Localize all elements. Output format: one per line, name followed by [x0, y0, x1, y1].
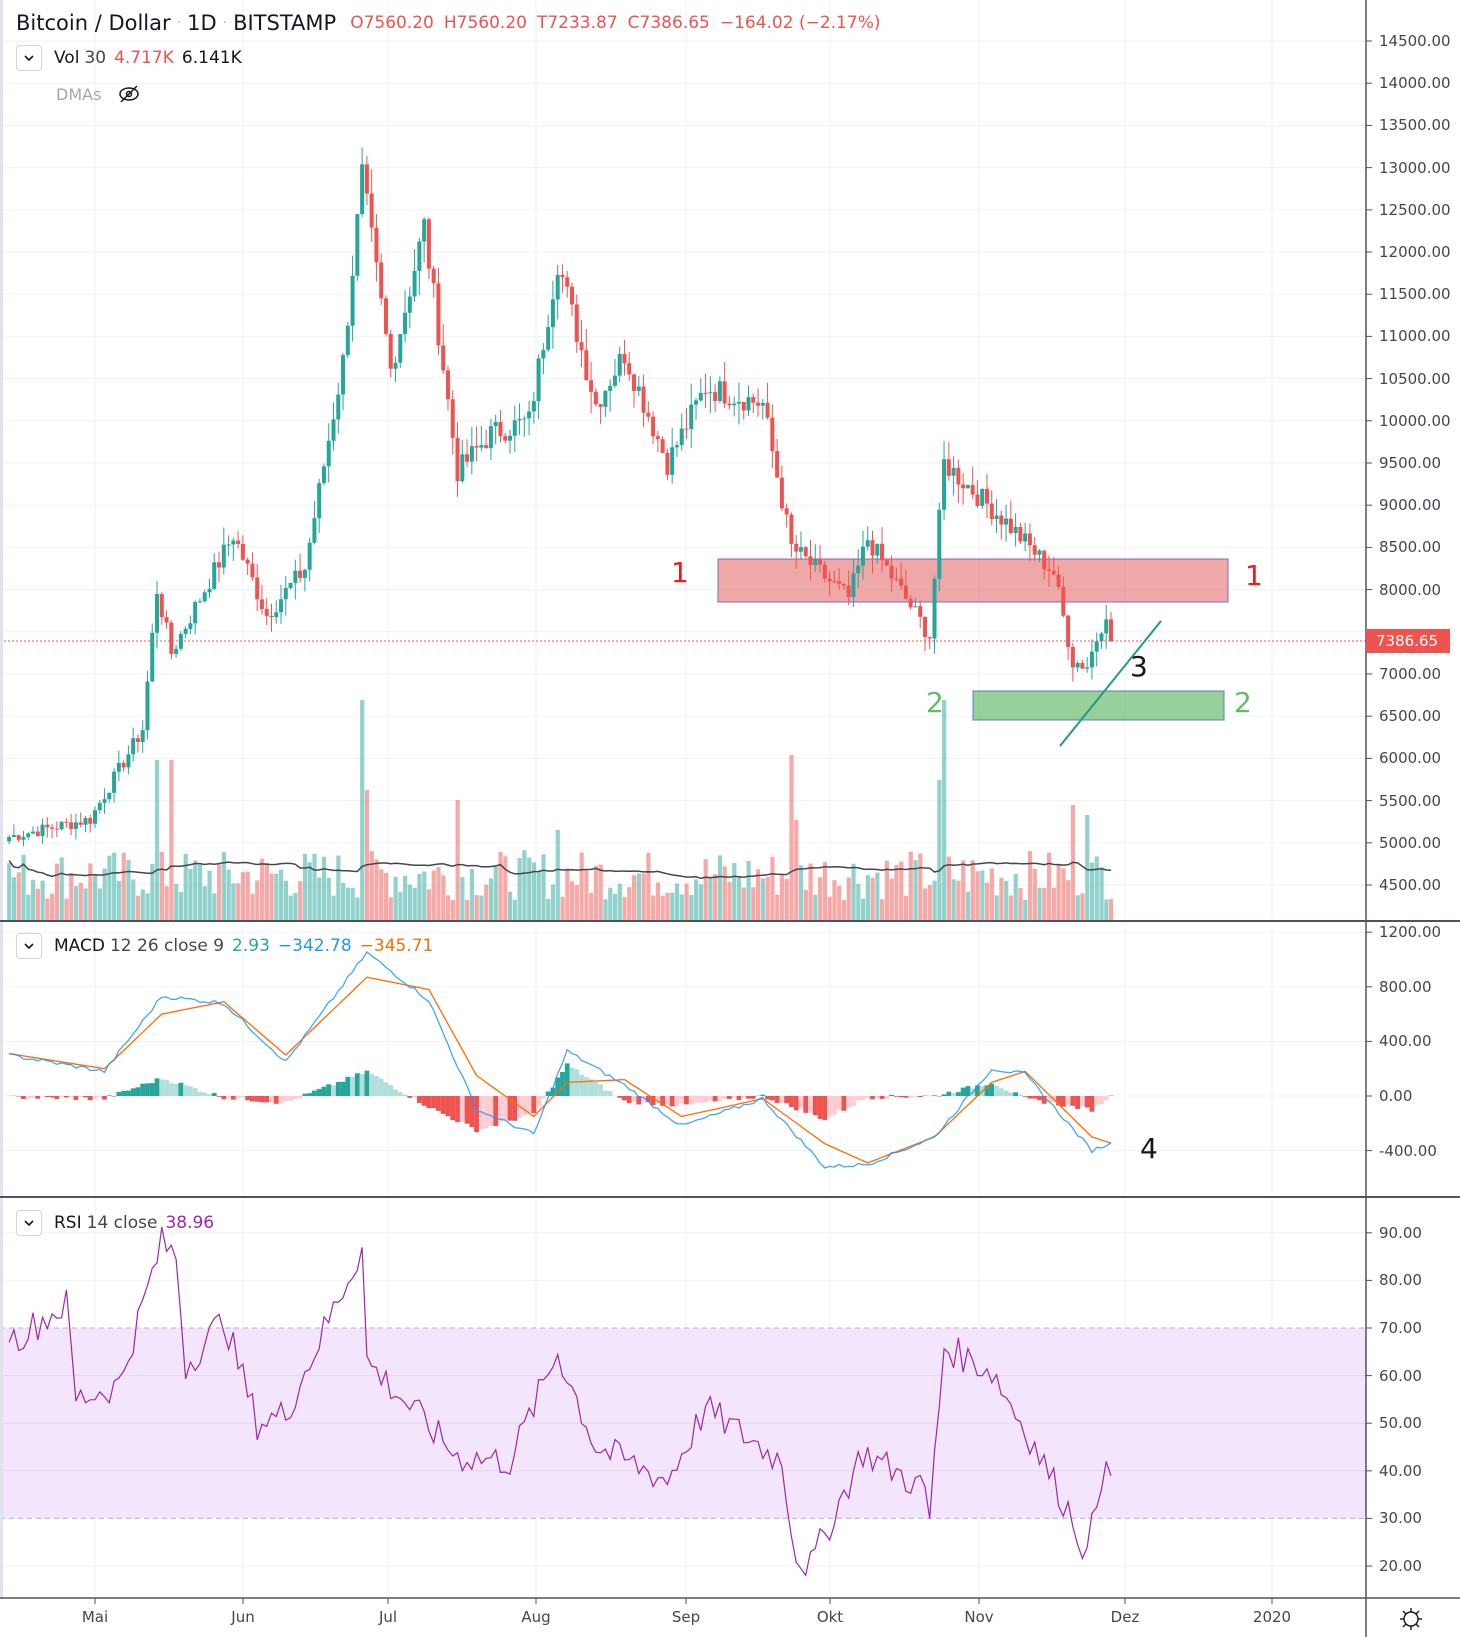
axis-tick-label: 30.00 [1379, 1509, 1422, 1528]
axis-tick-label: 50.00 [1379, 1414, 1422, 1433]
macd-signal-value: −345.71 [359, 936, 434, 956]
axis-tick-label: 5000.00 [1379, 833, 1442, 852]
dot-separator: · [222, 15, 228, 31]
axis-tick-label: 8500.00 [1379, 538, 1442, 557]
time-tick-label: Mai [81, 1608, 109, 1626]
axis-tick-label: 14000.00 [1379, 74, 1451, 93]
rsi-params: 14 close [86, 1213, 158, 1233]
zones-layer [717, 558, 1229, 721]
symbol-name[interactable]: Bitcoin / Dollar [16, 11, 171, 35]
ohlc-change: −164.02 (−2.17%) [719, 13, 881, 33]
time-tick-label: 2020 [1252, 1608, 1292, 1626]
time-tick-label: Nov [964, 1608, 994, 1626]
collapse-macd-button[interactable] [16, 933, 42, 959]
support-zone [972, 690, 1225, 721]
interval: 1D [187, 11, 217, 35]
macd-params: 12 26 close 9 [109, 936, 225, 956]
axis-tick-label: 60.00 [1379, 1366, 1422, 1385]
macd-histogram-value: 2.93 [232, 936, 270, 956]
axis-tick-label: 80.00 [1379, 1271, 1422, 1290]
support-label-right[interactable]: 2 [1234, 686, 1252, 719]
time-tick-label: Dez [1110, 1608, 1140, 1626]
rsi-label: RSI [54, 1213, 82, 1233]
axis-tick-label: 40.00 [1379, 1461, 1422, 1480]
dmas-legend: DMAs [56, 84, 141, 104]
axis-tick-label: 9500.00 [1379, 454, 1442, 472]
ohlc-close: C7386.65 [627, 13, 710, 33]
axis-tick-label: 11500.00 [1379, 285, 1451, 304]
eye-hidden-icon[interactable] [117, 84, 141, 104]
candlesticks [7, 147, 1114, 847]
volume-legend: Vol 30 4.717K 6.141K [16, 45, 242, 71]
time-tick-label: Jun [231, 1608, 255, 1626]
ohlc-high: H7560.20 [443, 13, 527, 33]
time-tick-label: Sep [671, 1608, 701, 1626]
chevron-down-icon [24, 1220, 34, 1227]
axis-tick-label: 7000.00 [1379, 665, 1442, 683]
axis-tick-label: 14500.00 [1379, 32, 1451, 50]
axis-tick-label: 12000.00 [1379, 243, 1451, 261]
axis-tick-label: 13000.00 [1379, 158, 1451, 177]
axis-tick-label: 13500.00 [1379, 116, 1451, 135]
axis-tick-label: 5500.00 [1379, 791, 1442, 810]
rsi-legend: RSI 14 close 38.96 [16, 1210, 214, 1236]
axis-tick-label: 20.00 [1379, 1557, 1422, 1575]
time-tick-label: Aug [521, 1608, 551, 1626]
axis-tick-label: 400.00 [1379, 1032, 1432, 1051]
volume-bars [7, 700, 1114, 920]
chevron-down-icon [24, 55, 34, 62]
drawings-layer[interactable] [0, 620, 1366, 747]
volume-param: 30 [84, 48, 107, 68]
collapse-volume-button[interactable] [16, 45, 42, 71]
time-tick-label: Okt [816, 1608, 844, 1626]
axis-tick-label: 11000.00 [1379, 327, 1451, 346]
axis-tick-label: 90.00 [1379, 1223, 1422, 1242]
main-legend: Bitcoin / Dollar · 1D · BITSTAMP O7560.2… [16, 11, 880, 35]
chevron-down-icon [24, 943, 34, 950]
rsi-pane [0, 1226, 1366, 1577]
macd-legend: MACD 12 26 close 9 2.93 −342.78 −345.71 [16, 933, 433, 959]
axis-tick-label: 6500.00 [1379, 707, 1442, 726]
current-price-tag: 7386.65 [1366, 629, 1450, 653]
axis-tick-label: 800.00 [1379, 977, 1432, 996]
macd-label: MACD [54, 936, 105, 956]
volume-ma-value: 6.141K [181, 48, 242, 68]
macd-pane [6, 950, 1114, 1169]
ohlc-open: O7560.20 [350, 13, 434, 33]
axis-tick-label: 0.00 [1379, 1087, 1413, 1105]
exchange: BITSTAMP [233, 11, 337, 35]
dot-separator: · [176, 15, 182, 31]
axis-tick-label: 4500.00 [1379, 876, 1442, 894]
dmas-label: DMAs [56, 84, 102, 104]
axis-tick-label: 9000.00 [1379, 496, 1442, 515]
macd-note-label[interactable]: 4 [1140, 1132, 1158, 1165]
collapse-rsi-button[interactable] [16, 1210, 42, 1236]
axis-tick-label: 10500.00 [1379, 369, 1451, 388]
resistance-zone [717, 558, 1229, 603]
axis-tick-label: -400.00 [1379, 1141, 1437, 1160]
support-label-left[interactable]: 2 [926, 686, 944, 719]
axis-tick-label: 10000.00 [1379, 411, 1451, 430]
volume-value: 4.717K [114, 48, 174, 68]
volume-label: Vol [54, 48, 80, 68]
macd-value: −342.78 [277, 936, 352, 956]
resistance-label-left[interactable]: 1 [671, 556, 689, 589]
settings-gear-icon[interactable] [1398, 1606, 1424, 1632]
axis-tick-label: 12500.00 [1379, 200, 1451, 219]
axis-tick-label: 6000.00 [1379, 749, 1442, 768]
trendline [1059, 620, 1162, 747]
resistance-label-right[interactable]: 1 [1245, 559, 1263, 592]
ohlc-low: T7233.87 [536, 13, 618, 33]
axis-tick-label: 8000.00 [1379, 580, 1442, 599]
trendline-label[interactable]: 3 [1130, 650, 1148, 683]
rsi-value: 38.96 [165, 1213, 215, 1233]
axis-tick-label: 70.00 [1379, 1319, 1422, 1337]
axis-tick-label: 1200.00 [1379, 923, 1442, 942]
time-tick-label: Jul [378, 1608, 398, 1626]
